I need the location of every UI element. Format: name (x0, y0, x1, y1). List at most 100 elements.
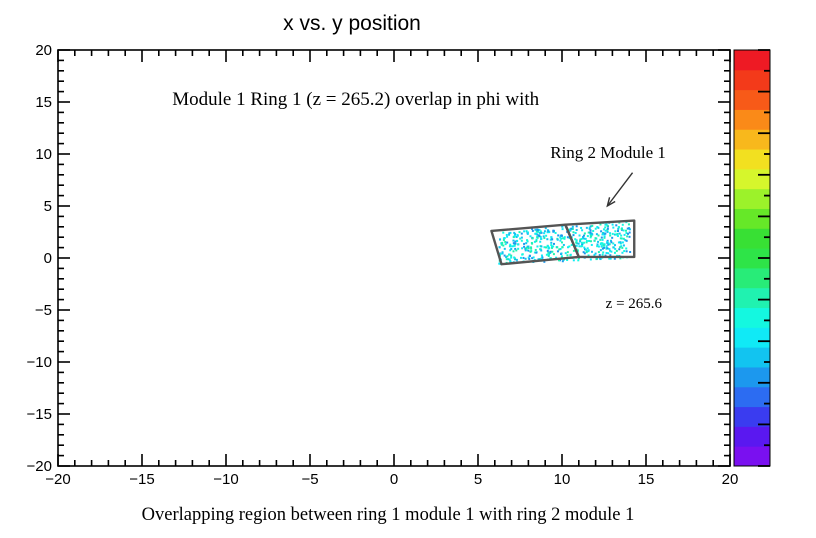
hit-point (542, 235, 545, 238)
hit-point (556, 238, 559, 241)
hit-point (559, 239, 562, 242)
hit-point (561, 260, 564, 263)
x-tick-label: 5 (474, 471, 482, 488)
hit-point (566, 251, 569, 254)
palette-band (734, 168, 770, 190)
hit-point (512, 250, 515, 253)
hit-point (543, 230, 546, 233)
hit-point (523, 230, 526, 233)
hit-point (568, 228, 571, 231)
hit-point (509, 243, 512, 246)
hit-point (537, 258, 540, 261)
hit-point (581, 229, 584, 232)
palette-band (734, 307, 770, 328)
hit-point (521, 247, 524, 250)
hit-point (539, 248, 542, 251)
hit-point (585, 248, 588, 251)
hit-point (551, 245, 554, 248)
hit-point (568, 245, 571, 248)
hit-point (600, 245, 603, 248)
hit-point (537, 230, 540, 233)
hit-point (620, 227, 623, 230)
y-tick-label: 0 (44, 250, 52, 267)
hit-point (531, 229, 534, 232)
hit-point (540, 254, 543, 257)
hit-point (604, 226, 607, 229)
hit-point (605, 245, 608, 248)
hit-point (521, 253, 524, 256)
hit-point (531, 227, 534, 230)
hit-point (527, 247, 530, 250)
annotation-arrow (606, 172, 634, 207)
hit-point (546, 231, 549, 234)
hit-point (539, 230, 542, 233)
hit-point (574, 238, 577, 241)
hit-point (566, 254, 569, 257)
hit-point (515, 249, 518, 252)
hit-point (614, 244, 617, 247)
hit-point (514, 240, 517, 243)
hit-point (609, 234, 612, 237)
hit-point (501, 251, 504, 254)
hit-point (581, 236, 584, 239)
hit-point (609, 249, 612, 252)
hit-point (530, 246, 533, 249)
x-tick-label: −10 (213, 471, 238, 488)
hit-point (589, 240, 592, 243)
hit-point (545, 234, 548, 237)
hit-point (520, 232, 523, 235)
hit-point (525, 248, 528, 251)
hit-point (558, 248, 561, 251)
hit-point (506, 235, 509, 238)
hit-point (546, 229, 549, 232)
hit-point (575, 244, 578, 247)
hit-point (599, 238, 602, 241)
hit-point (601, 247, 604, 250)
hit-point (540, 231, 543, 234)
ring2-module1-outline (564, 219, 636, 259)
hit-point (506, 241, 509, 244)
hit-point (560, 255, 563, 258)
hit-point (566, 236, 569, 239)
hit-point (601, 238, 604, 241)
hit-point (503, 254, 506, 257)
hit-point (505, 233, 508, 236)
hit-point (507, 253, 510, 256)
hit-point (499, 253, 502, 256)
hit-point (534, 232, 537, 235)
hit-point (543, 237, 546, 240)
hit-point (536, 245, 539, 248)
hit-point (606, 224, 609, 227)
hit-point (529, 250, 532, 253)
hit-point (603, 246, 606, 249)
hit-point (574, 231, 577, 234)
hit-point (597, 226, 600, 229)
hit-point (586, 247, 589, 250)
hit-point (622, 244, 625, 247)
hit-point (513, 244, 516, 247)
hit-point (533, 240, 536, 243)
hit-point (600, 242, 603, 245)
hit-point (578, 234, 581, 237)
x-tick-label: 15 (638, 471, 655, 488)
hit-point (517, 247, 520, 250)
hit-point (514, 247, 517, 250)
hit-point (576, 249, 579, 252)
hit-point (580, 238, 583, 241)
hit-point (597, 234, 600, 237)
hit-point (508, 233, 511, 236)
hit-point (619, 241, 622, 244)
hit-point (528, 257, 531, 260)
palette-band (734, 89, 770, 110)
hit-point (596, 245, 599, 248)
palette-band (734, 109, 770, 130)
x-tick-label: −20 (45, 471, 70, 488)
hit-point (561, 246, 564, 249)
figure-caption: Overlapping region between ring 1 module… (141, 505, 635, 525)
hit-point (515, 258, 518, 261)
hit-point (622, 237, 625, 240)
y-tick-label: 15 (35, 94, 52, 111)
hit-point (606, 228, 609, 231)
hit-point (549, 238, 552, 241)
chart-svg: x vs. y position Module 1 Ring 1 (z = 26… (27, 12, 771, 488)
